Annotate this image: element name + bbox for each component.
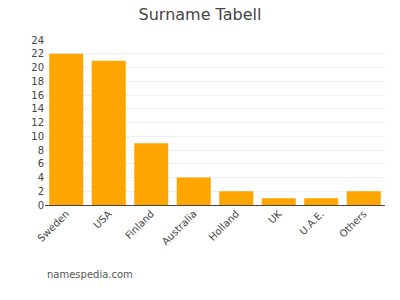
svg-text:namespedia.com: namespedia.com xyxy=(47,269,133,280)
svg-text:Others: Others xyxy=(337,208,369,240)
svg-text:12: 12 xyxy=(31,117,44,128)
svg-text:20: 20 xyxy=(31,62,44,73)
svg-text:Finland: Finland xyxy=(123,208,156,241)
svg-text:Holland: Holland xyxy=(207,208,242,243)
svg-text:6: 6 xyxy=(38,158,44,169)
svg-text:14: 14 xyxy=(31,103,44,114)
svg-text:10: 10 xyxy=(31,131,44,142)
svg-text:16: 16 xyxy=(31,90,44,101)
svg-text:18: 18 xyxy=(31,76,44,87)
svg-text:USA: USA xyxy=(91,208,114,231)
svg-text:0: 0 xyxy=(38,200,44,211)
svg-text:U.A.E.: U.A.E. xyxy=(297,208,326,237)
svg-text:4: 4 xyxy=(38,172,44,183)
svg-text:Australia: Australia xyxy=(160,208,199,247)
svg-text:Sweden: Sweden xyxy=(35,208,71,244)
svg-text:22: 22 xyxy=(31,48,44,59)
svg-text:24: 24 xyxy=(31,35,44,46)
svg-text:2: 2 xyxy=(38,186,44,197)
svg-text:Surname Tabell: Surname Tabell xyxy=(139,5,262,24)
svg-text:8: 8 xyxy=(38,145,44,156)
svg-text:UK: UK xyxy=(266,208,284,226)
